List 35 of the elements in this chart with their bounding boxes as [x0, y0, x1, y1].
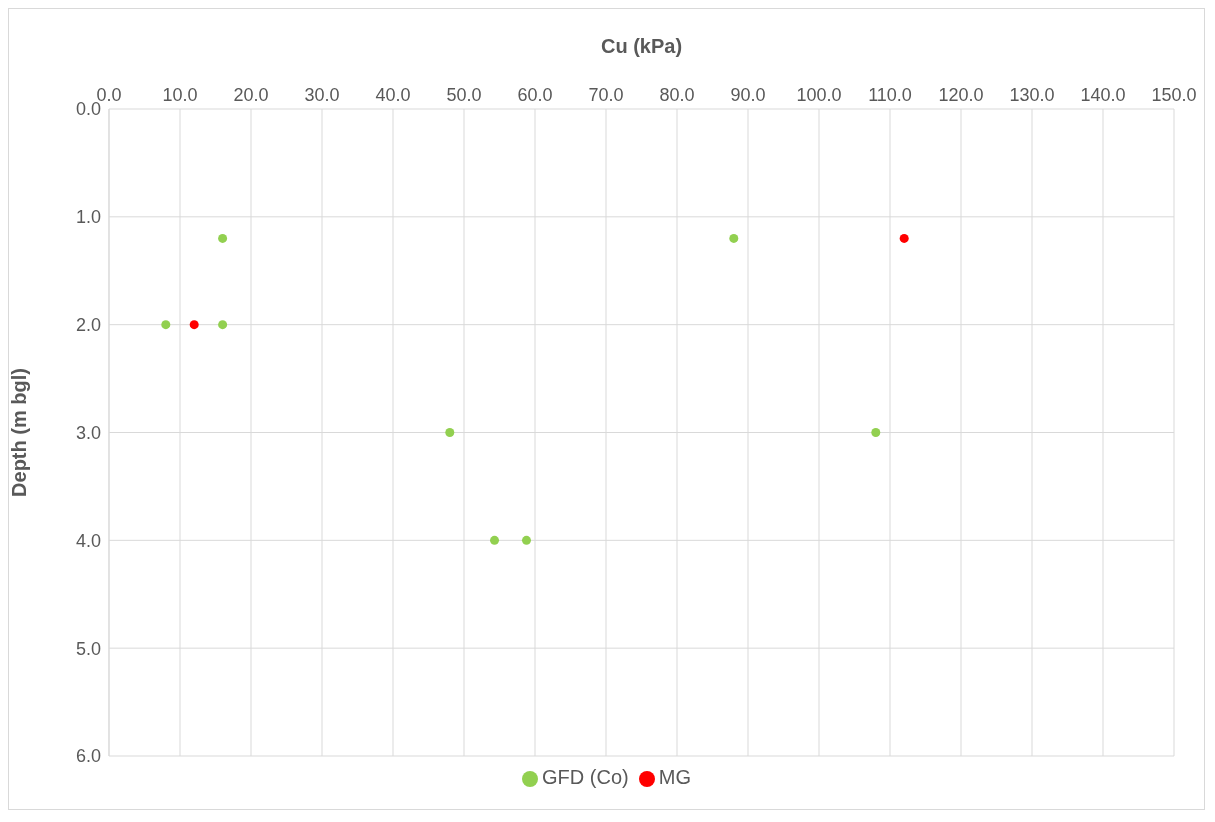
y-tick-label: 5.0: [75, 638, 101, 659]
point: [899, 233, 909, 243]
legend-label: GFD (Co): [542, 766, 629, 788]
x-tick-label: 90.0: [730, 85, 766, 105]
x-tick-label: 140.0: [1080, 85, 1126, 105]
x-tick-label: 100.0: [796, 85, 842, 105]
x-tick-label: 50.0: [446, 85, 482, 105]
x-tick-label: 40.0: [375, 85, 411, 105]
point: [521, 535, 531, 545]
legend-label: MG: [658, 766, 691, 788]
point: [490, 535, 500, 545]
x-tick-label: 150.0: [1151, 85, 1197, 105]
point: [161, 320, 171, 330]
x-tick-label: 30.0: [304, 85, 340, 105]
y-axis-title: Depth (m bgl): [8, 368, 31, 497]
y-tick-label: 4.0: [75, 530, 101, 551]
x-tick-label: 80.0: [659, 85, 695, 105]
y-tick-label: 6.0: [75, 746, 101, 767]
x-tick-label: 120.0: [938, 85, 984, 105]
y-tick-label: 3.0: [75, 422, 101, 443]
x-tick-label: 70.0: [588, 85, 624, 105]
x-tick-label: 20.0: [233, 85, 269, 105]
x-tick-label: 130.0: [1009, 85, 1055, 105]
x-tick-label: 10.0: [162, 85, 198, 105]
point: [445, 427, 455, 438]
point: [871, 427, 881, 438]
x-axis-title: Cu (kPa): [600, 35, 683, 58]
x-tick-label: 110.0: [868, 85, 912, 105]
x-tick-label: 60.0: [517, 85, 553, 105]
y-tick-label: 1.0: [75, 207, 101, 228]
point: [218, 320, 228, 330]
point: [729, 233, 739, 243]
point: [218, 233, 228, 243]
y-tick-label: 2.0: [75, 315, 101, 336]
point: [189, 320, 199, 330]
